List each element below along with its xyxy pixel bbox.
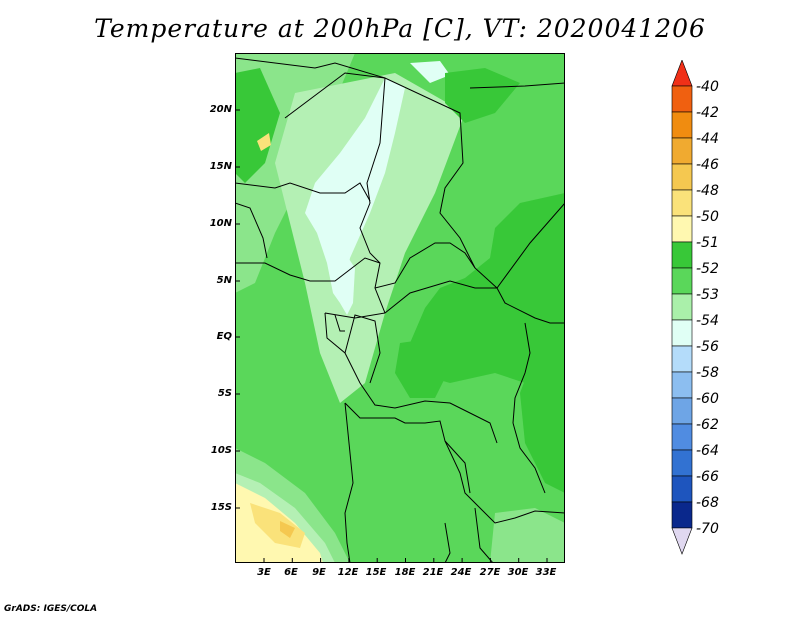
y-tick-label: 10S <box>210 445 232 456</box>
temperature-map <box>235 53 565 563</box>
y-tick-label: 15N <box>209 161 232 172</box>
colorbar-label: -70 <box>696 521 719 537</box>
colorbar-label: -51 <box>696 235 719 251</box>
field-sw-warm3 <box>280 521 295 538</box>
field-north-dark <box>235 68 280 183</box>
y-tick-label: 15S <box>210 502 232 513</box>
colorbar-label: -46 <box>696 157 719 173</box>
x-tick-label: 18E <box>394 567 416 578</box>
colorbar-label: -40 <box>696 79 719 95</box>
colorbar-bottom-arrow <box>671 527 693 555</box>
x-tick-label: 6E <box>284 567 298 578</box>
colorbar-label: -50 <box>696 209 719 225</box>
colorbar-label: -56 <box>696 339 719 355</box>
colorbar-swatch <box>671 241 693 269</box>
x-tick-label: 15E <box>365 567 387 578</box>
chart-title: Temperature at 200hPa [C], VT: 202004120… <box>94 14 706 43</box>
colorbar-swatch <box>671 189 693 217</box>
field-cool-tongue <box>305 78 405 303</box>
colorbar-label: -62 <box>696 417 719 433</box>
colorbar-label: -58 <box>696 365 719 381</box>
colorbar-swatch <box>671 267 693 295</box>
field-central-light <box>275 73 465 403</box>
field-center-dark <box>395 338 450 398</box>
colorbar <box>671 60 693 555</box>
colorbar-swatch <box>671 137 693 165</box>
colorbar-label: -66 <box>696 469 719 485</box>
credit-text: GrADS: IGES/COLA <box>4 604 98 614</box>
colorbar-swatch <box>671 475 693 503</box>
field-cool-top <box>410 61 450 83</box>
colorbar-swatch <box>671 111 693 139</box>
field-east-dark-lower <box>520 333 565 493</box>
colorbar-swatch <box>671 319 693 347</box>
colorbar-label: -53 <box>696 287 719 303</box>
x-tick-label: 24E <box>450 567 472 578</box>
x-tick-label: 12E <box>337 567 359 578</box>
colorbar-swatch <box>671 449 693 477</box>
colorbar-swatch <box>671 345 693 373</box>
field-north-east-dark <box>445 68 520 123</box>
colorbar-label: -60 <box>696 391 719 407</box>
colorbar-label: -64 <box>696 443 719 459</box>
x-tick-label: 27E <box>479 567 501 578</box>
x-tick-label: 3E <box>257 567 271 578</box>
y-tick-label: 20N <box>209 104 232 115</box>
map-frame <box>235 53 565 563</box>
colorbar-label: -52 <box>696 261 719 277</box>
field-east-dark <box>410 193 565 403</box>
colorbar-swatch <box>671 215 693 243</box>
y-tick-label: 5S <box>217 388 232 399</box>
y-tick-label: 10N <box>209 218 232 229</box>
field-sw-warm2 <box>250 503 305 548</box>
x-tick-label: 33E <box>535 567 557 578</box>
y-tick-label: EQ <box>216 331 232 342</box>
colorbar-swatch <box>671 293 693 321</box>
temperature-field <box>235 53 565 563</box>
x-tick-label: 30E <box>507 567 529 578</box>
colorbar-swatch <box>671 501 693 529</box>
colorbar-label: -44 <box>696 131 719 147</box>
colorbar-swatch <box>671 423 693 451</box>
colorbar-swatch <box>671 163 693 191</box>
country-borders <box>235 57 565 563</box>
field-warm-spot <box>257 133 271 151</box>
colorbar-label: -48 <box>696 183 719 199</box>
x-tick-label: 21E <box>422 567 444 578</box>
colorbar-top-arrow <box>671 60 693 87</box>
x-tick-label: 9E <box>312 567 326 578</box>
colorbar-label: -68 <box>696 495 719 511</box>
field-southeast-light <box>490 508 565 563</box>
y-tick-label: 5N <box>216 275 232 286</box>
colorbar-label: -42 <box>696 105 719 121</box>
colorbar-label: -54 <box>696 313 719 329</box>
colorbar-swatch <box>671 371 693 399</box>
colorbar-swatch <box>671 85 693 113</box>
colorbar-swatch <box>671 397 693 425</box>
